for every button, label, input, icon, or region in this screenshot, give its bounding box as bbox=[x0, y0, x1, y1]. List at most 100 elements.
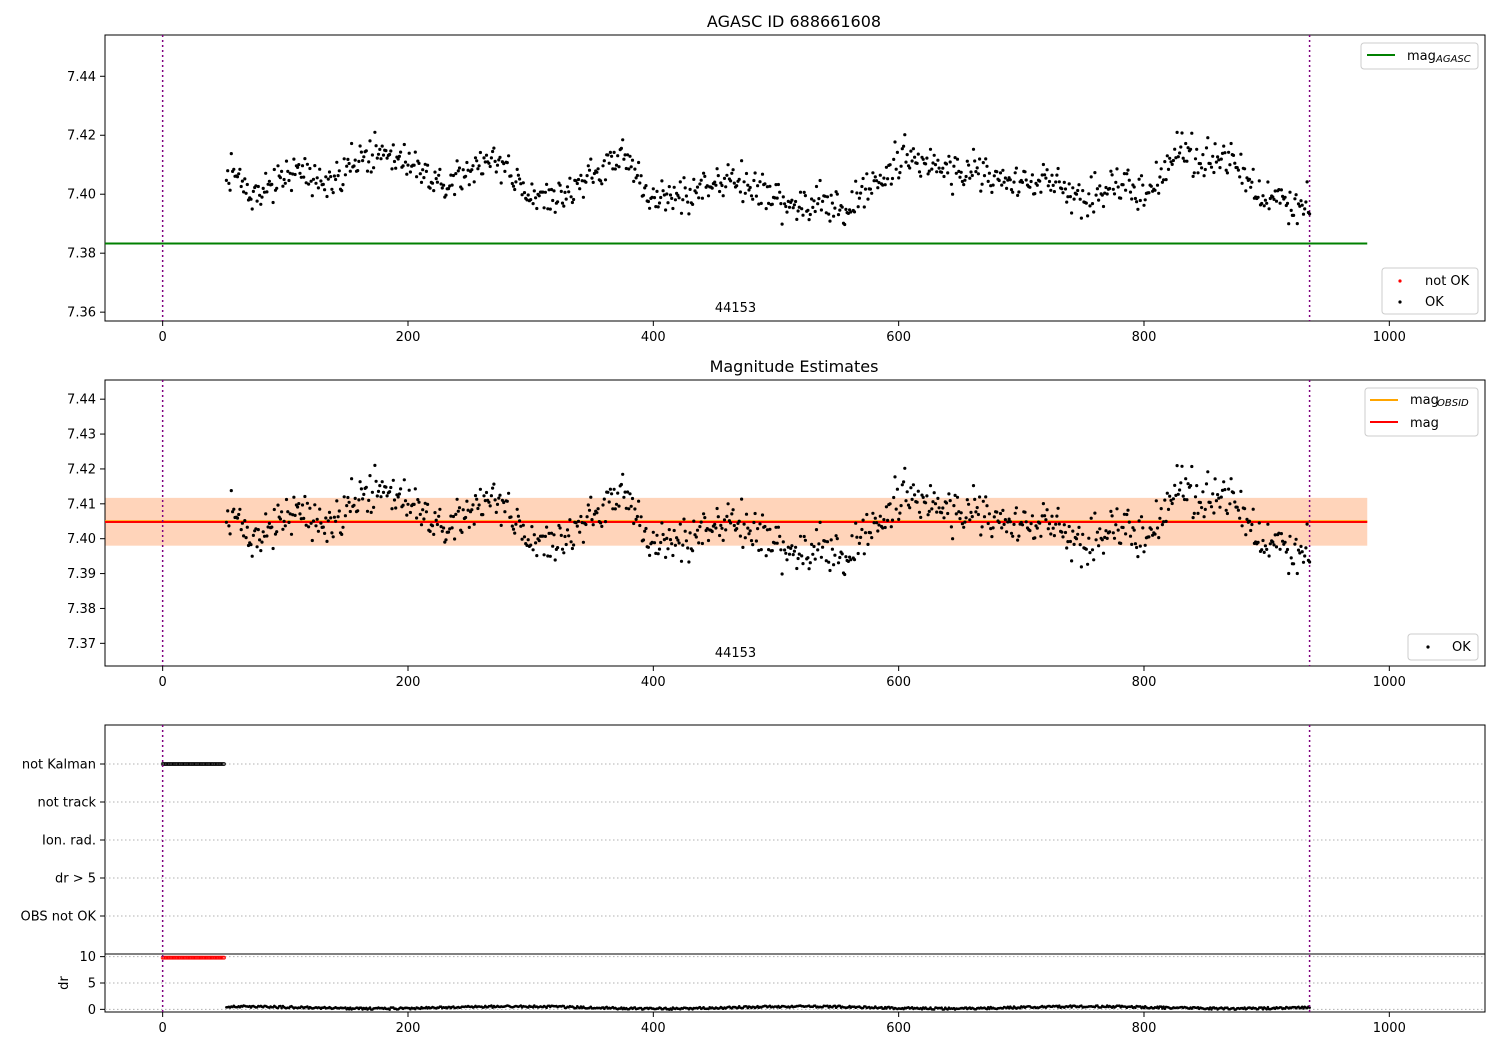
dr-ok-point bbox=[1080, 1004, 1083, 1007]
ok-point bbox=[904, 499, 908, 503]
ok-point bbox=[541, 534, 545, 538]
ok-point bbox=[385, 156, 389, 160]
ok-point bbox=[1251, 507, 1255, 511]
ok-point bbox=[1000, 526, 1004, 530]
ok-point bbox=[489, 494, 493, 498]
ok-point bbox=[871, 171, 875, 175]
ok-point bbox=[481, 513, 485, 517]
ok-point bbox=[1098, 527, 1102, 531]
ok-point bbox=[986, 179, 990, 183]
ok-point bbox=[957, 510, 961, 514]
ok-point bbox=[965, 159, 969, 163]
flag-label: not track bbox=[37, 796, 96, 811]
x-tick-label: 1000 bbox=[1373, 675, 1406, 690]
ok-point bbox=[1046, 184, 1050, 188]
ok-point bbox=[473, 494, 478, 498]
ok-point bbox=[1163, 160, 1167, 164]
ok-point bbox=[1295, 571, 1299, 576]
ok-point bbox=[1132, 528, 1136, 532]
ok-point bbox=[1090, 548, 1095, 552]
ok-point bbox=[1002, 180, 1006, 184]
ok-point bbox=[688, 531, 692, 535]
ok-point bbox=[854, 179, 858, 183]
ok-point bbox=[1198, 162, 1202, 166]
ok-point bbox=[1209, 165, 1214, 169]
ok-point bbox=[1243, 167, 1247, 171]
ok-point bbox=[543, 190, 548, 194]
ok-point bbox=[915, 500, 919, 504]
ok-point bbox=[275, 530, 279, 534]
ok-point bbox=[564, 542, 568, 547]
flag-point bbox=[184, 762, 188, 766]
ok-point bbox=[974, 510, 978, 514]
dr-not-ok-point bbox=[195, 955, 199, 960]
dr-ok-point bbox=[280, 1006, 283, 1010]
ok-point bbox=[1127, 520, 1131, 524]
ok-point bbox=[752, 520, 756, 525]
ok-point bbox=[587, 168, 592, 172]
ok-point bbox=[1074, 537, 1079, 541]
ok-point bbox=[1013, 511, 1017, 515]
ok-point bbox=[1182, 497, 1187, 502]
ok-point bbox=[1240, 524, 1244, 528]
ok-point bbox=[621, 138, 625, 142]
ok-point bbox=[1115, 167, 1119, 171]
ok-point bbox=[595, 511, 599, 515]
ok-point bbox=[1061, 191, 1065, 195]
x-tick-label: 800 bbox=[1132, 330, 1157, 345]
ok-point bbox=[626, 153, 630, 157]
ok-point bbox=[570, 200, 575, 205]
ok-point bbox=[465, 160, 469, 165]
ok-point bbox=[1138, 544, 1142, 548]
ok-point bbox=[1043, 514, 1047, 518]
ok-point bbox=[859, 535, 863, 540]
ok-point bbox=[694, 535, 698, 539]
ok-point bbox=[384, 485, 388, 489]
ok-point bbox=[871, 511, 875, 515]
ok-point bbox=[857, 541, 862, 546]
ok-point bbox=[1296, 548, 1301, 552]
ok-point bbox=[1087, 192, 1091, 196]
ok-point bbox=[775, 196, 779, 200]
ok-point bbox=[998, 171, 1003, 175]
ok-point bbox=[975, 166, 979, 170]
ok-point bbox=[472, 522, 476, 526]
ok-point bbox=[1193, 157, 1198, 161]
ok-point bbox=[1218, 505, 1222, 509]
ok-point bbox=[1001, 508, 1005, 512]
ok-point bbox=[875, 521, 879, 525]
ok-point bbox=[389, 485, 393, 490]
ok-point bbox=[413, 150, 417, 154]
flag-point bbox=[201, 762, 205, 766]
ok-point bbox=[521, 181, 525, 185]
ok-point bbox=[600, 524, 604, 529]
ok-point bbox=[568, 518, 572, 522]
dr-not-ok-point bbox=[181, 955, 186, 960]
ok-point bbox=[940, 170, 944, 174]
dr-not-ok-point bbox=[169, 955, 174, 960]
ok-point bbox=[855, 535, 859, 539]
dr-tick-label: 10 bbox=[79, 950, 96, 965]
x-tick-label: 400 bbox=[641, 330, 666, 345]
ok-point bbox=[1212, 511, 1216, 515]
ok-point bbox=[560, 201, 565, 205]
ok-point bbox=[1217, 158, 1221, 162]
ok-point bbox=[613, 507, 617, 511]
ok-point bbox=[1119, 541, 1123, 546]
ok-point bbox=[1218, 166, 1222, 170]
ok-point bbox=[509, 515, 513, 519]
ok-point bbox=[260, 540, 264, 544]
ok-point bbox=[1236, 168, 1240, 172]
ok-point bbox=[1206, 136, 1210, 140]
ok-point bbox=[1209, 505, 1214, 509]
ok-point bbox=[461, 168, 465, 172]
ok-point bbox=[1235, 505, 1239, 509]
x-tick-label: 200 bbox=[396, 675, 421, 690]
ok-point bbox=[228, 188, 232, 192]
dr-not-ok-point bbox=[196, 955, 201, 960]
ok-point bbox=[948, 160, 952, 164]
ok-point bbox=[991, 526, 995, 530]
legend-mag-obsid-label: mag bbox=[1410, 393, 1439, 408]
ok-point bbox=[453, 192, 457, 197]
